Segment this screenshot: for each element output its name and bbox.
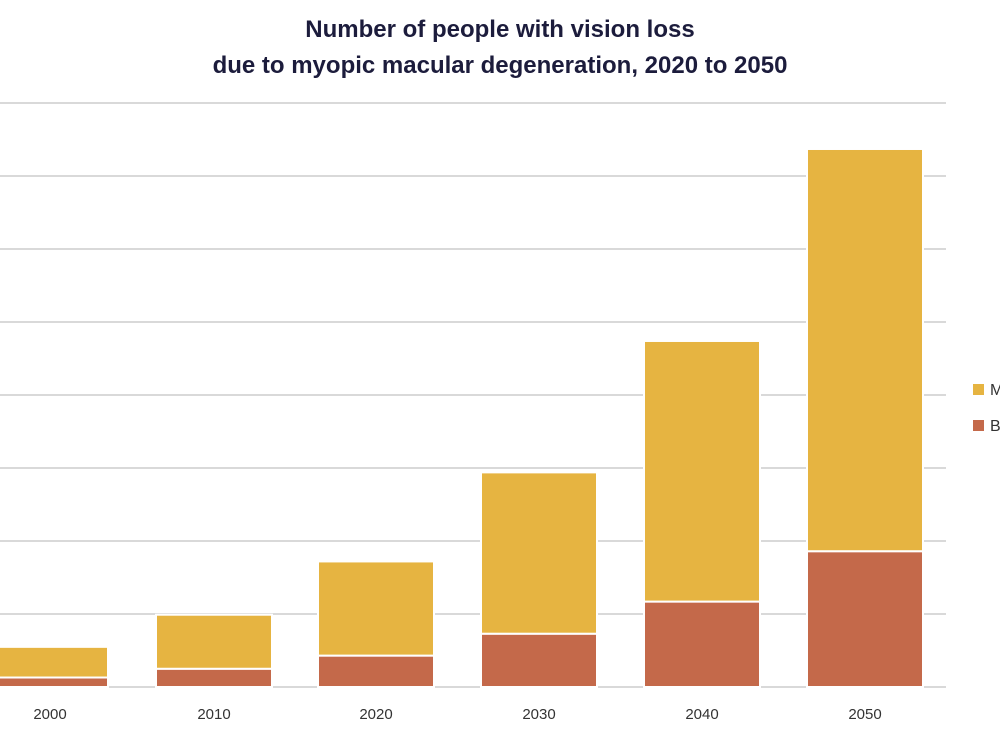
bar-m-2000: [0, 645, 109, 679]
bar-b-2040: [643, 600, 761, 689]
bar-b-2020: [317, 654, 435, 688]
bar-m-2020: [317, 560, 435, 657]
legend-swatch-m: [973, 384, 984, 395]
legend-label-m: M: [990, 382, 1000, 399]
chart-title: Number of people with vision loss due to…: [0, 12, 1000, 84]
bar-m-2050: [806, 147, 924, 553]
x-tick-label: 2040: [685, 706, 718, 723]
x-tick-label: 2010: [197, 706, 230, 723]
legend-swatch-b: [973, 420, 984, 431]
legend: MB: [973, 382, 1000, 435]
legend-label-b: B: [990, 418, 1000, 435]
bar-b-2010: [155, 667, 273, 688]
x-tick-label: 2000: [33, 706, 66, 723]
gridlines: [0, 102, 946, 688]
bar-b-2000: [0, 676, 109, 689]
x-axis-ticks: 2000 2010 2020 2030 2040 2050: [33, 706, 881, 723]
x-tick-label: 2050: [848, 706, 881, 723]
x-tick-label: 2020: [359, 706, 392, 723]
x-tick-label: 2030: [522, 706, 555, 723]
bar-b-2030: [480, 632, 598, 689]
bar-b-2050: [806, 550, 924, 688]
bars: [0, 147, 924, 689]
bar-m-2010: [155, 613, 273, 670]
bar-m-2030: [480, 471, 598, 635]
chart-title-line-2: due to myopic macular degeneration, 2020…: [212, 52, 788, 79]
bar-m-2040: [643, 339, 761, 603]
chart-title-line-1: Number of people with vision loss: [305, 16, 695, 43]
